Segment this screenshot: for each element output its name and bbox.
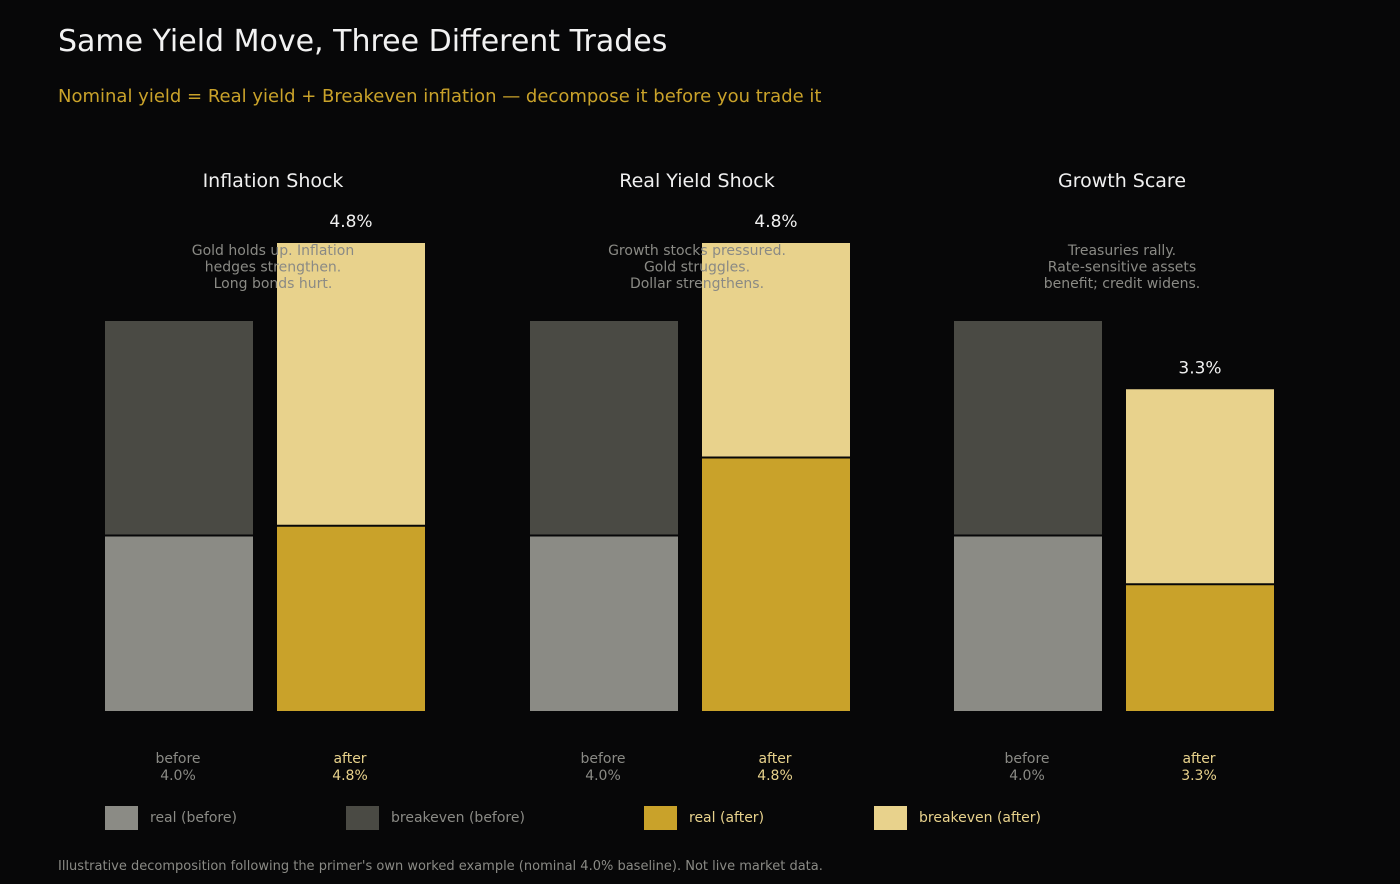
bar-breakeven-real-yield-shock-after: [702, 243, 850, 458]
legend-label-breakeven-after: breakeven (after): [919, 810, 1042, 826]
footnote: Illustrative decomposition following the…: [58, 859, 823, 874]
panel-note-growth-scare: Rate-sensitive assets: [1048, 260, 1196, 276]
panel-note-real-yield-shock: Gold struggles.: [644, 260, 750, 276]
panel-note-growth-scare: benefit; credit widens.: [1044, 276, 1200, 292]
bar-total-label-inflation-shock-after: 4.8%: [329, 212, 372, 232]
bar-real-real-yield-shock-after: [702, 457, 850, 711]
bar-category-label-inflation-shock-before: before: [155, 751, 200, 767]
bar-category-label-real-yield-shock-after: after: [758, 751, 791, 767]
legend-swatch-real-before: [105, 806, 138, 830]
bar-value-label-inflation-shock-before: 4.0%: [160, 768, 196, 784]
legend-label-real-before: real (before): [150, 810, 237, 826]
bar-value-label-inflation-shock-after: 4.8%: [332, 768, 368, 784]
bar-breakeven-growth-scare-after: [1126, 389, 1274, 585]
bar-value-label-real-yield-shock-before: 4.0%: [585, 768, 621, 784]
panel-title-inflation-shock: Inflation Shock: [203, 170, 344, 192]
bar-real-real-yield-shock-before: [530, 535, 678, 711]
legend-item-real-after: real (after): [644, 806, 764, 830]
bar-total-label-growth-scare-after: 3.3%: [1178, 358, 1221, 378]
bar-real-inflation-shock-after: [277, 525, 425, 711]
legend-item-breakeven-after: breakeven (after): [874, 806, 1041, 830]
bar-category-label-growth-scare-before: before: [1004, 751, 1049, 767]
bar-breakeven-inflation-shock-after: [277, 243, 425, 526]
panel-note-inflation-shock: Long bonds hurt.: [214, 276, 333, 292]
panel-note-real-yield-shock: Growth stocks pressured.: [608, 243, 786, 259]
bar-real-growth-scare-after: [1126, 584, 1274, 711]
chart-title: Same Yield Move, Three Different Trades: [58, 24, 668, 59]
legend-label-breakeven-before: breakeven (before): [391, 810, 525, 826]
bar-category-label-inflation-shock-after: after: [333, 751, 366, 767]
legend-swatch-real-after: [644, 806, 677, 830]
panel-title-growth-scare: Growth Scare: [1058, 170, 1186, 192]
bar-real-inflation-shock-before: [105, 535, 253, 711]
bar-value-label-growth-scare-before: 4.0%: [1009, 768, 1045, 784]
legend-item-real-before: real (before): [105, 806, 237, 830]
legend-swatch-breakeven-after: [874, 806, 907, 830]
panel-title-real-yield-shock: Real Yield Shock: [619, 170, 774, 192]
panel-note-inflation-shock: Gold holds up. Inflation: [192, 243, 354, 259]
panel-note-real-yield-shock: Dollar strengthens.: [630, 276, 764, 292]
bar-value-label-real-yield-shock-after: 4.8%: [757, 768, 793, 784]
bar-category-label-real-yield-shock-before: before: [580, 751, 625, 767]
bar-breakeven-real-yield-shock-before: [530, 321, 678, 536]
bar-category-label-growth-scare-after: after: [1182, 751, 1215, 767]
bar-breakeven-growth-scare-before: [954, 321, 1102, 536]
bar-breakeven-inflation-shock-before: [105, 321, 253, 536]
legend-label-real-after: real (after): [689, 810, 765, 826]
panel-note-growth-scare: Treasuries rally.: [1067, 243, 1176, 259]
legend-item-breakeven-before: breakeven (before): [346, 806, 525, 830]
bar-total-label-real-yield-shock-after: 4.8%: [754, 212, 797, 232]
legend-swatch-breakeven-before: [346, 806, 379, 830]
bar-value-label-growth-scare-after: 3.3%: [1181, 768, 1217, 784]
bar-real-growth-scare-before: [954, 535, 1102, 711]
chart-subtitle: Nominal yield = Real yield + Breakeven i…: [58, 86, 822, 107]
panel-note-inflation-shock: hedges strengthen.: [205, 260, 342, 276]
